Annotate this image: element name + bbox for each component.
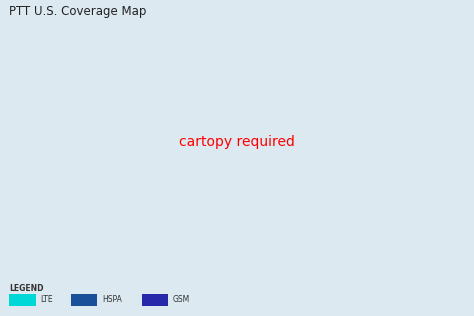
Text: LEGEND: LEGEND — [9, 284, 44, 293]
Text: LTE: LTE — [40, 295, 53, 304]
Text: HSPA: HSPA — [102, 295, 122, 304]
Text: GSM: GSM — [173, 295, 190, 304]
Text: cartopy required: cartopy required — [179, 135, 295, 149]
Text: PTT U.S. Coverage Map: PTT U.S. Coverage Map — [9, 5, 147, 18]
